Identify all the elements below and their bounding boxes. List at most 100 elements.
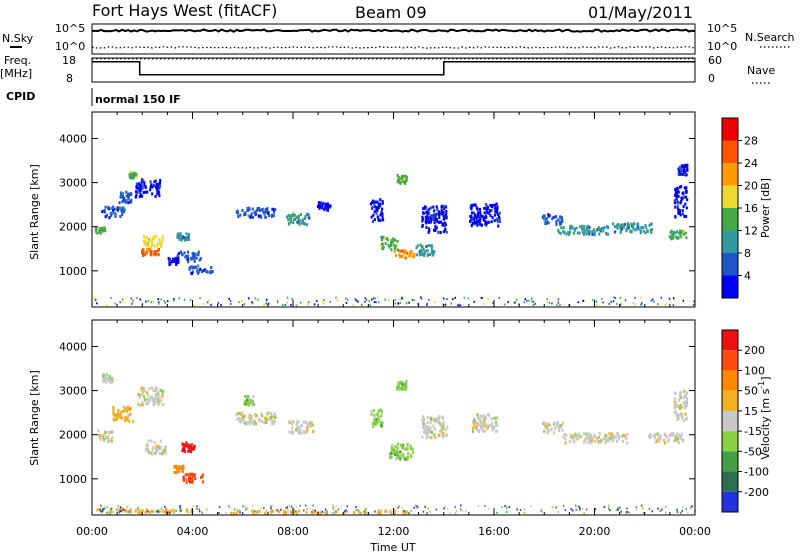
power-cell (282, 304, 284, 307)
power-cell (682, 166, 685, 170)
power-cell (296, 220, 299, 224)
power-cell (398, 255, 402, 259)
power-cell (355, 299, 357, 302)
power-cell (182, 236, 185, 240)
power-cell (423, 251, 426, 255)
power-cell (680, 168, 683, 171)
power-cell (148, 240, 151, 244)
power-cell (595, 303, 598, 306)
velocity-cell (438, 415, 441, 419)
velocity-cell (616, 432, 619, 436)
power-cell (125, 194, 128, 198)
velocity-cell (356, 510, 359, 513)
power-cell (632, 227, 635, 231)
power-cell (119, 215, 122, 218)
velocity-cell (151, 398, 154, 402)
velocity-cell (380, 509, 383, 513)
velocity-cell (523, 508, 526, 511)
velocity-cell (249, 401, 252, 405)
velocity-cell (236, 509, 239, 513)
velocity-cell (319, 511, 322, 515)
velocity-cell (109, 378, 112, 382)
velocity-ytick-label: 3000 (59, 385, 87, 398)
power-cell (374, 200, 377, 204)
power-cell (591, 230, 594, 233)
velocity-cell (303, 430, 306, 434)
power-cell (394, 254, 398, 257)
velocity-cell (395, 448, 398, 452)
velocity-cell (374, 423, 377, 427)
velocity-cell (180, 509, 182, 512)
velocity-cell (110, 507, 113, 510)
velocity-cell (260, 414, 264, 418)
power-cell (642, 229, 645, 233)
velocity-echo-region (97, 429, 114, 444)
velocity-cell (162, 451, 165, 455)
velocity-cell (232, 511, 235, 515)
power-cell (487, 298, 489, 300)
power-cell (361, 303, 364, 306)
power-cell (685, 206, 688, 210)
velocity-cell (670, 432, 673, 436)
power-cell (530, 297, 533, 300)
power-cell (172, 259, 175, 263)
power-cell (250, 212, 253, 216)
velocity-cell (201, 475, 204, 479)
velocity-cell (298, 426, 301, 430)
power-cell (381, 235, 385, 239)
velocity-cell (609, 509, 611, 512)
power-cell (291, 298, 293, 300)
velocity-cell (237, 417, 240, 420)
power-cell (139, 190, 142, 194)
power-cell (425, 225, 428, 229)
velocity-cell (640, 504, 643, 507)
velocity-cell (152, 452, 155, 456)
velocity-cell (163, 510, 166, 514)
power-cell (485, 203, 488, 206)
power-cell (596, 228, 599, 232)
velocity-cell (264, 511, 267, 515)
nave-right-tick-bottom: 0 (708, 72, 715, 85)
velocity-cell (188, 443, 191, 447)
power-cell (385, 237, 388, 240)
velocity-cell (305, 430, 308, 434)
velocity-cell (608, 438, 611, 442)
velocity-cell (413, 506, 415, 509)
power-cell (684, 168, 687, 172)
power-cell (142, 254, 145, 257)
velocity-cell (434, 436, 437, 439)
velocity-cell (145, 402, 148, 406)
power-cell (381, 242, 384, 246)
velocity-cell (391, 452, 394, 455)
velocity-cell (555, 424, 558, 428)
noise-traces (91, 28, 696, 49)
velocity-cell (141, 509, 144, 512)
power-cell (135, 182, 138, 186)
velocity-cell (161, 506, 163, 509)
velocity-cell (236, 417, 239, 421)
velocity-cell (475, 420, 478, 424)
velocity-cell (165, 508, 168, 512)
power-cell (150, 185, 154, 189)
power-cell (199, 267, 202, 271)
power-cell (307, 213, 310, 217)
velocity-cell (442, 424, 445, 428)
power-cell (470, 207, 473, 211)
power-cell (132, 299, 134, 302)
power-cell (544, 221, 547, 225)
power-cell (229, 300, 232, 302)
power-cell (119, 301, 121, 304)
power-cell (107, 205, 110, 209)
power-cell (434, 229, 437, 232)
velocity-cell (154, 447, 157, 451)
velocity-echo-region (288, 419, 315, 435)
power-cell (428, 221, 431, 224)
power-cell (515, 298, 518, 301)
velocity-cell (244, 421, 247, 425)
power-cell (402, 253, 405, 257)
velocity-cell (248, 422, 251, 426)
power-cell (322, 301, 324, 304)
velocity-cell (185, 477, 188, 481)
velocity-cell (555, 506, 557, 509)
